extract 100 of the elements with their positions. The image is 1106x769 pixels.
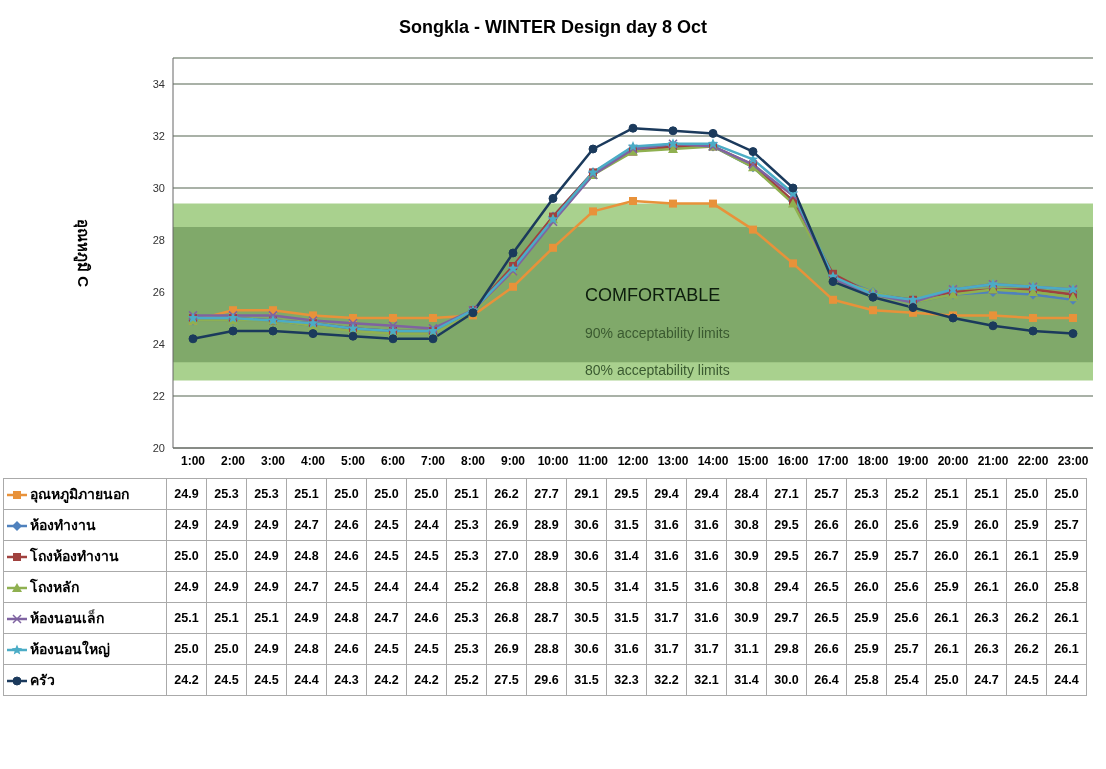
data-label: 25.4 <box>886 664 927 696</box>
x-tick-label: 15:00 <box>737 453 769 468</box>
legend-label: อุณหภูมิภายนอก <box>3 478 167 510</box>
data-label: 25.0 <box>406 478 447 510</box>
data-label: 24.2 <box>366 664 407 696</box>
data-label: 25.1 <box>166 602 207 634</box>
data-label: 24.5 <box>366 509 407 541</box>
data-label: 27.0 <box>486 540 527 572</box>
data-label: 26.3 <box>966 602 1007 634</box>
data-label: 24.7 <box>286 509 327 541</box>
data-label: 26.6 <box>806 509 847 541</box>
data-label: 26.2 <box>486 478 527 510</box>
band-label: 90% acceptability limits <box>585 325 730 342</box>
data-label: 30.0 <box>766 664 807 696</box>
data-label: 31.6 <box>646 509 687 541</box>
data-label: 29.4 <box>686 478 727 510</box>
data-label: 25.1 <box>446 478 487 510</box>
data-label: 25.7 <box>886 540 927 572</box>
data-label: 31.5 <box>566 664 607 696</box>
data-label: 27.7 <box>526 478 567 510</box>
legend-label: ครัว <box>3 664 167 696</box>
data-label: 25.8 <box>1046 571 1087 603</box>
data-label: 25.9 <box>926 509 967 541</box>
data-label: 31.4 <box>606 540 647 572</box>
data-label: 25.0 <box>1006 478 1047 510</box>
y-tick-label: 32 <box>152 129 165 142</box>
data-label: 24.4 <box>286 664 327 696</box>
data-label: 24.9 <box>206 571 247 603</box>
data-label: 26.8 <box>486 602 527 634</box>
data-label: 24.6 <box>326 540 367 572</box>
data-label: 29.8 <box>766 633 807 665</box>
data-label: 25.0 <box>166 540 207 572</box>
data-label: 30.8 <box>726 509 767 541</box>
x-tick-label: 10:00 <box>537 453 569 468</box>
x-tick-label: 20:00 <box>937 453 969 468</box>
data-label: 25.3 <box>446 633 487 665</box>
data-label: 28.8 <box>526 571 567 603</box>
data-label: 25.0 <box>926 664 967 696</box>
data-label: 28.7 <box>526 602 567 634</box>
data-label: 26.0 <box>966 509 1007 541</box>
data-label: 25.9 <box>1006 509 1047 541</box>
data-label: 24.5 <box>406 540 447 572</box>
data-label: 24.5 <box>366 540 407 572</box>
data-label: 25.9 <box>846 602 887 634</box>
data-label: 31.5 <box>646 571 687 603</box>
data-label: 31.4 <box>726 664 767 696</box>
data-label: 25.2 <box>446 664 487 696</box>
x-tick-label: 2:00 <box>220 453 246 468</box>
data-label: 31.6 <box>606 633 647 665</box>
data-label: 24.4 <box>1046 664 1087 696</box>
data-label: 26.5 <box>806 602 847 634</box>
data-label: 26.0 <box>846 509 887 541</box>
data-label: 25.1 <box>286 478 327 510</box>
data-label: 26.5 <box>806 571 847 603</box>
data-label: 25.6 <box>886 509 927 541</box>
x-tick-label: 7:00 <box>420 453 446 468</box>
data-label: 25.9 <box>926 571 967 603</box>
data-label: 26.0 <box>1006 571 1047 603</box>
y-tick-label: 22 <box>152 389 165 402</box>
data-label: 28.9 <box>526 509 567 541</box>
data-label: 29.7 <box>766 602 807 634</box>
legend-label: ห้องนอนใหญ่ <box>3 633 167 665</box>
data-label: 29.4 <box>766 571 807 603</box>
x-tick-label: 14:00 <box>697 453 729 468</box>
legend-label: โถงห้องทำงาน <box>3 540 167 572</box>
data-label: 31.6 <box>686 540 727 572</box>
data-label: 31.5 <box>606 509 647 541</box>
data-label: 25.1 <box>926 478 967 510</box>
x-tick-label: 19:00 <box>897 453 929 468</box>
data-label: 24.5 <box>246 664 287 696</box>
data-label: 31.4 <box>606 571 647 603</box>
data-label: 24.5 <box>1006 664 1047 696</box>
data-label: 28.9 <box>526 540 567 572</box>
x-tick-label: 4:00 <box>300 453 326 468</box>
data-label: 31.6 <box>686 571 727 603</box>
data-label: 25.3 <box>206 478 247 510</box>
data-label: 26.7 <box>806 540 847 572</box>
data-label: 24.7 <box>286 571 327 603</box>
data-label: 24.5 <box>326 571 367 603</box>
data-label: 25.7 <box>1046 509 1087 541</box>
data-label: 25.2 <box>446 571 487 603</box>
legend-label: ห้องนอนเล็ก <box>3 602 167 634</box>
chart-title: Songkla - WINTER Design day 8 Oct <box>397 16 709 39</box>
data-label: 30.5 <box>566 602 607 634</box>
data-label: 26.1 <box>1046 633 1087 665</box>
data-label: 25.0 <box>206 633 247 665</box>
data-label: 24.5 <box>206 664 247 696</box>
data-label: 26.1 <box>1046 602 1087 634</box>
data-label: 24.4 <box>406 509 447 541</box>
data-label: 29.1 <box>566 478 607 510</box>
data-label: 26.6 <box>806 633 847 665</box>
x-tick-label: 21:00 <box>977 453 1009 468</box>
data-label: 27.1 <box>766 478 807 510</box>
band-label: 80% acceptability limits <box>585 362 730 379</box>
y-tick-label: 24 <box>152 337 165 350</box>
x-tick-label: 6:00 <box>380 453 406 468</box>
x-tick-label: 8:00 <box>460 453 486 468</box>
data-label: 26.1 <box>1006 540 1047 572</box>
data-label: 26.8 <box>486 571 527 603</box>
data-label: 24.9 <box>246 540 287 572</box>
